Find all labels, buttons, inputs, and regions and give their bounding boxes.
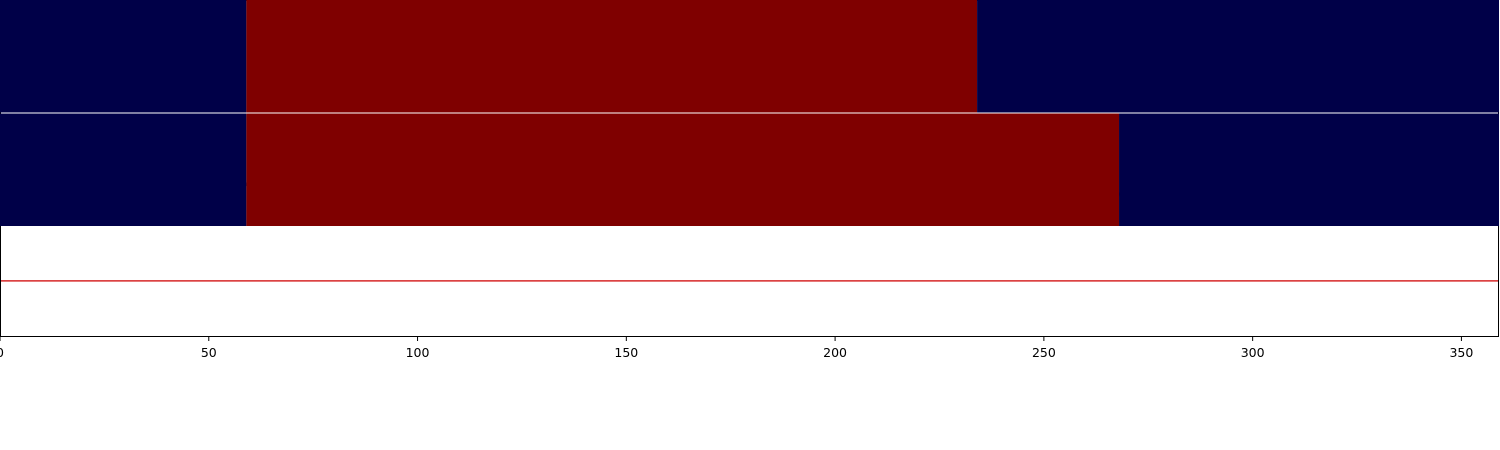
x-tick-label: 200 [823, 345, 847, 360]
x-tick-label: 0 [0, 345, 4, 360]
x-tick-label: 350 [1449, 345, 1473, 360]
band-0-segment-0 [0, 0, 247, 113]
band-1-segment-0 [0, 113, 247, 226]
x-tick-label: 300 [1241, 345, 1265, 360]
x-tick-label: 150 [614, 345, 638, 360]
x-tick-label: 250 [1032, 345, 1056, 360]
band-0-segment-1 [246, 0, 978, 113]
band-0-segment-2 [977, 0, 1499, 113]
band-1-segment-1 [246, 113, 1120, 226]
x-axis: 0 50 100 150 200 250 300 350 [0, 337, 1473, 360]
x-tick-label: 100 [406, 345, 430, 360]
x-tick-label: 50 [201, 345, 217, 360]
band-1-segment-2 [1119, 113, 1499, 226]
state-heatmap [0, 0, 1499, 226]
